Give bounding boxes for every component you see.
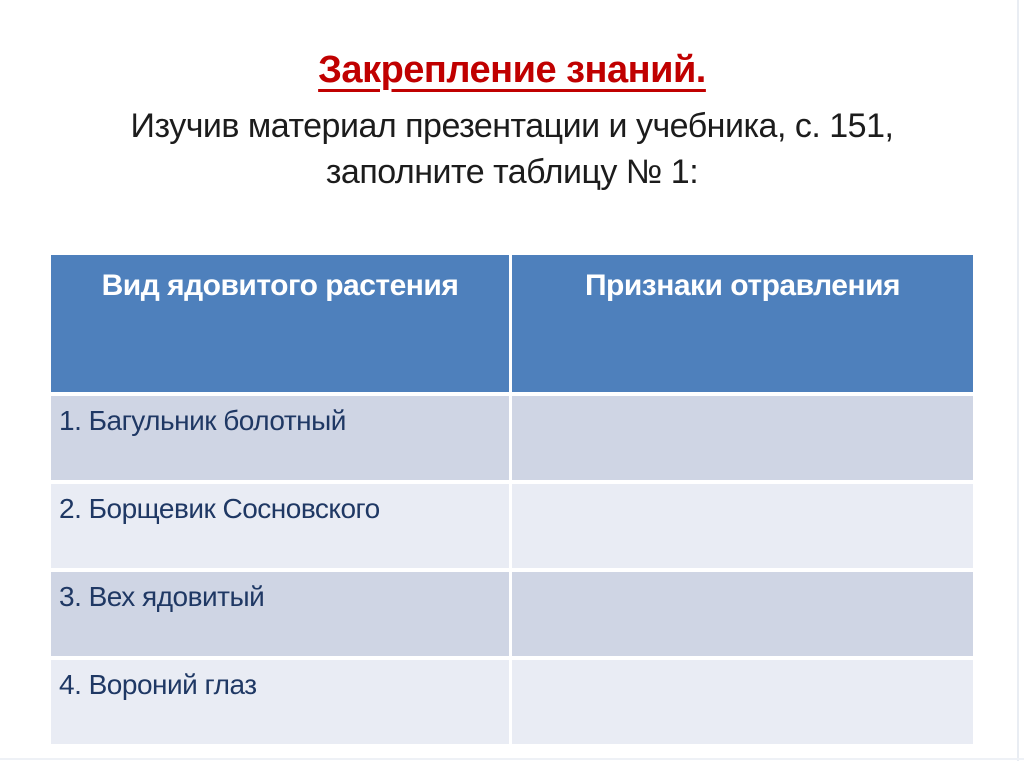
table-row: 3. Вех ядовитый	[51, 572, 973, 656]
plant-cell: 4. Вороний глаз	[51, 660, 509, 744]
symptoms-cell	[512, 484, 973, 568]
subtitle-line-2: заполните таблицу № 1:	[325, 152, 699, 191]
symptoms-cell	[512, 660, 973, 744]
table-row: 4. Вороний глаз	[51, 660, 973, 744]
slide-bottom-edge	[0, 758, 1024, 760]
table-row: 2. Борщевик Сосновского	[51, 484, 973, 568]
symptoms-cell	[512, 396, 973, 480]
header-cell-plant-type: Вид ядовитого растения	[51, 255, 509, 392]
table-row: 1. Багульник болотный	[51, 396, 973, 480]
slide-title: Закрепление знаний.	[318, 49, 706, 91]
heading-block: Закрепление знаний. Изучив материал през…	[0, 48, 1024, 195]
plant-cell: 1. Багульник болотный	[51, 396, 509, 480]
header-cell-poison-signs: Признаки отравления	[512, 255, 973, 392]
symptoms-cell	[512, 572, 973, 656]
slide-subtitle: Изучив материал презентации и учебника, …	[0, 103, 1024, 195]
subtitle-line-1: Изучив материал презентации и учебника, …	[130, 106, 894, 145]
slide-right-edge	[1017, 0, 1019, 761]
poison-plants-table: Вид ядовитого растения Признаки отравлен…	[51, 255, 973, 744]
plant-cell: 3. Вех ядовитый	[51, 572, 509, 656]
table-header-row: Вид ядовитого растения Признаки отравлен…	[51, 255, 973, 392]
plant-cell: 2. Борщевик Сосновского	[51, 484, 509, 568]
